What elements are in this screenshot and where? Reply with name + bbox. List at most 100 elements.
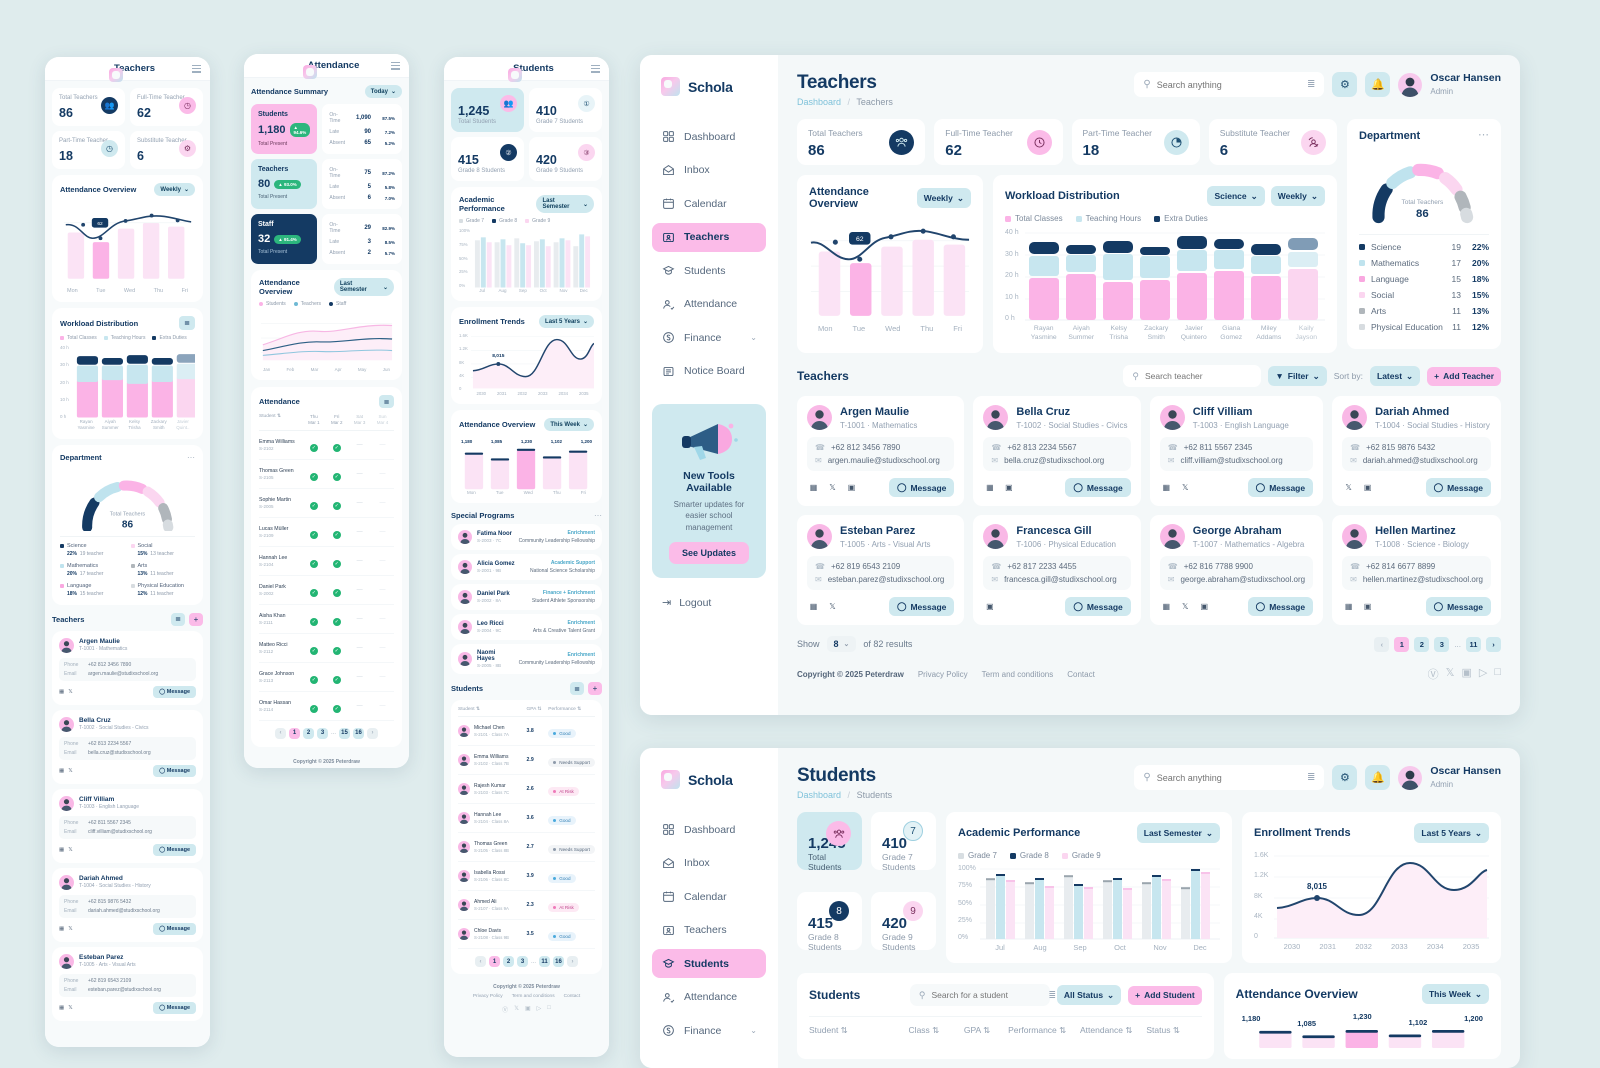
teacher-card[interactable]: Hellen Martinez T-1008 · Science - Biolog… — [1332, 515, 1501, 626]
teacher-card[interactable]: Dariah Ahmed T-1004 · Social Studies - Hi… — [52, 867, 203, 942]
teacher-card[interactable]: George Abraham T-1007 · Mathematics - Alg… — [1149, 515, 1324, 626]
linkedin-icon[interactable]: □ — [1494, 666, 1501, 679]
column-header[interactable]: Performance ⇅ — [548, 707, 582, 713]
next-page-button[interactable]: › — [567, 956, 578, 968]
sidebar-item-students[interactable]: Students — [652, 256, 766, 285]
page-11-button[interactable]: 11 — [1466, 636, 1481, 652]
linkedin-icon[interactable]: ▦ — [1344, 602, 1353, 612]
period-dropdown[interactable]: This Week ⌄ — [1421, 984, 1489, 1004]
teacher-card[interactable]: Francesca Gill T-1006 · Physical Educatio… — [973, 515, 1141, 626]
x-icon[interactable]: 𝕏 — [1445, 667, 1455, 680]
avatar[interactable] — [1398, 765, 1423, 790]
instagram-icon[interactable]: ▣ — [847, 483, 856, 493]
period-dropdown[interactable]: This Week ⌄ — [544, 418, 594, 432]
add-student-button[interactable]: + — [588, 682, 602, 696]
message-button[interactable]: ◯ Message — [1247, 597, 1314, 617]
message-button[interactable]: ◯ Message — [1425, 597, 1491, 617]
page-3-button[interactable]: 3 — [316, 727, 328, 739]
footer-link[interactable]: Privacy Policy — [472, 994, 503, 1000]
page-2-button[interactable]: 2 — [502, 956, 514, 968]
search-input[interactable] — [1156, 772, 1301, 783]
menu-icon[interactable] — [192, 65, 201, 75]
linkedin-icon[interactable]: ▦ — [1162, 483, 1171, 493]
footer-link[interactable]: Term and conditions — [511, 994, 555, 1000]
sidebar-item-dashboard[interactable]: Dashboard — [652, 815, 766, 844]
search-student-input[interactable] — [931, 990, 1043, 1000]
column-header-performance[interactable]: Performance ⇅ — [1008, 1025, 1067, 1035]
page-11-button[interactable]: 11 — [539, 956, 550, 968]
message-button[interactable]: ◯ Message — [1247, 478, 1314, 498]
student-search[interactable]: ⚲ ≣ — [909, 984, 1056, 1006]
message-button[interactable]: ◯ Message — [1065, 478, 1131, 498]
page-2-button[interactable]: 2 — [302, 727, 314, 739]
program-item[interactable]: Leo Ricci S-2004 · 9C Enrichment Arts & Cre… — [451, 614, 602, 641]
period-dropdown[interactable]: Weekly ⌄ — [916, 188, 971, 208]
sidebar-item-calendar[interactable]: Calendar — [652, 189, 766, 218]
sidebar-item-students[interactable]: Students — [652, 949, 766, 978]
search-teacher-input[interactable] — [1144, 371, 1256, 382]
filter-icon[interactable]: ≣ — [1306, 79, 1316, 90]
prev-page-button[interactable]: ‹ — [1374, 636, 1390, 652]
linkedin-icon[interactable]: □ — [547, 1005, 551, 1012]
column-header-status[interactable]: Status ⇅ — [1146, 1025, 1180, 1035]
sidebar-item-finance[interactable]: Finance ⌄ — [652, 1016, 766, 1045]
sidebar-item-inbox[interactable]: Inbox — [652, 849, 766, 878]
footer-link[interactable]: Contact — [563, 994, 581, 1000]
page-1-button[interactable]: 1 — [488, 956, 500, 968]
sidebar-item-dashboard[interactable]: Dashboard — [652, 122, 766, 151]
filter-icon[interactable]: ≣ — [570, 682, 584, 696]
notifications-button[interactable]: 🔔 — [1365, 765, 1391, 790]
breadcrumb-root[interactable]: Dashboard — [797, 97, 842, 107]
settings-button[interactable]: ⚙ — [1332, 765, 1358, 790]
teacher-card[interactable]: Cliff Villiam T-1003 · English Language ☎ +… — [1149, 396, 1324, 507]
message-button[interactable]: ◯ Message — [1425, 478, 1491, 498]
settings-button[interactable]: ⚙ — [1332, 72, 1358, 97]
instagram-icon[interactable]: ▣ — [1005, 483, 1013, 493]
filter-icon[interactable]: ≣ — [1048, 989, 1056, 1000]
instagram-icon[interactable]: ▣ — [1363, 602, 1372, 612]
message-button[interactable]: ◯ Message — [153, 843, 196, 856]
sidebar-item-attendance[interactable]: Attendance — [652, 290, 766, 319]
more-options-icon[interactable]: ⋯ — [594, 511, 602, 521]
sidebar-item-teachers[interactable]: Teachers — [652, 916, 766, 945]
add-student-button[interactable]: + Add Student — [1128, 985, 1202, 1005]
filter-icon[interactable]: ≣ — [1306, 772, 1316, 783]
page-16-button[interactable]: 16 — [553, 956, 564, 968]
column-header-attendance[interactable]: Attendance ⇅ — [1080, 1025, 1133, 1035]
sort-dropdown[interactable]: Latest ⌄ — [1370, 366, 1421, 387]
x-icon[interactable]: 𝕏 — [829, 602, 836, 612]
x-icon[interactable]: 𝕏 — [68, 688, 73, 695]
program-item[interactable]: Daniel Park S-2002 · 8A Finance + Enrichme… — [451, 584, 602, 611]
x-icon[interactable]: 𝕏 — [1182, 602, 1189, 612]
see-updates-button[interactable]: See Updates — [668, 542, 750, 565]
menu-icon[interactable] — [391, 62, 400, 72]
facebook-icon[interactable]: Ⓥ — [1427, 669, 1439, 682]
prev-page-button[interactable]: ‹ — [474, 956, 486, 968]
filter-icon[interactable]: ≣ — [171, 612, 185, 626]
avatar[interactable] — [1398, 72, 1423, 97]
x-icon[interactable]: 𝕏 — [829, 483, 836, 493]
next-page-button[interactable]: › — [1486, 636, 1501, 652]
teacher-card[interactable]: Esteban Parez T-1005 · Arts - Visual Arts… — [52, 946, 203, 1021]
prev-page-button[interactable]: ‹ — [274, 727, 286, 739]
page-2-button[interactable]: 2 — [1414, 636, 1430, 652]
page-size-dropdown[interactable]: 8 ⌄ — [826, 636, 857, 653]
teacher-card[interactable]: Bella Cruz T-1002 · Social Studies - Civi… — [52, 709, 203, 784]
breadcrumb-root[interactable]: Dashboard — [797, 790, 842, 800]
column-header[interactable]: Student ⇅ — [458, 707, 480, 713]
footer-link[interactable]: Privacy Policy — [917, 669, 968, 679]
subject-dropdown[interactable]: Science ⌄ — [1207, 186, 1265, 206]
column-header-class[interactable]: Class ⇅ — [908, 1025, 940, 1035]
teacher-card[interactable]: Argen Maulie T-1001 · Mathematics ☎ +62 812… — [797, 396, 965, 507]
message-button[interactable]: ◯ Message — [1065, 597, 1131, 617]
teacher-search[interactable]: ⚲ — [1123, 365, 1262, 388]
page-1-button[interactable]: 1 — [1394, 636, 1410, 652]
page-16-button[interactable]: 16 — [353, 727, 364, 739]
sidebar-item-calendar[interactable]: Calendar — [652, 882, 766, 911]
status-dropdown[interactable]: All Status ⌄ — [1056, 985, 1122, 1005]
linkedin-icon[interactable]: ▦ — [809, 602, 818, 612]
column-header-student[interactable]: Student ⇅ — [809, 1025, 848, 1035]
period-dropdown[interactable]: Last Semester ⌄ — [333, 278, 394, 296]
more-options-icon[interactable]: ⋯ — [187, 452, 195, 462]
program-item[interactable]: Alicia Gomez S-2001 · 9B Academic Support N… — [451, 554, 602, 581]
